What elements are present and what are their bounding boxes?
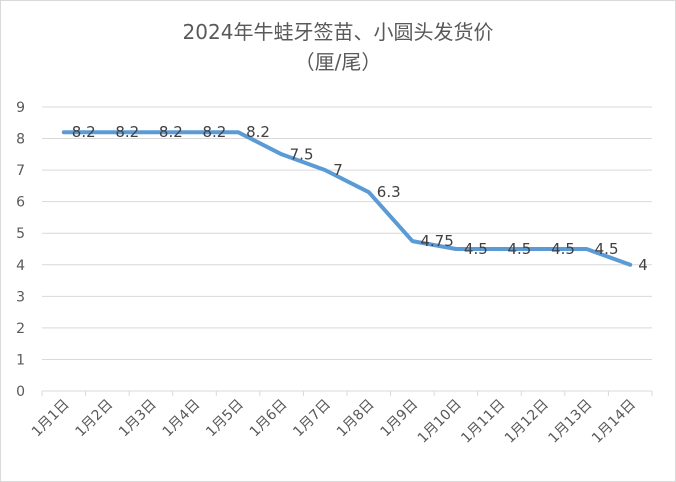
y-axis-ticks: 0 1 2 3 4 5 6 7 8 9 (16, 100, 25, 400)
y-tick-label: 9 (16, 100, 25, 116)
data-label: 7 (333, 161, 343, 179)
data-label: 4.5 (551, 240, 575, 258)
data-label: 8.2 (115, 123, 139, 141)
gridlines (42, 106, 652, 360)
y-tick-label: 2 (16, 321, 25, 337)
price-series-line (61, 130, 633, 267)
x-tick-label: 1月11日 (458, 397, 508, 447)
x-tick-label: 1月14日 (589, 397, 639, 447)
x-tick-label: 1月5日 (203, 397, 247, 441)
data-label: 8.2 (246, 123, 270, 141)
y-tick-label: 6 (16, 195, 25, 211)
x-axis-ticks: 1月1日 1月2日 1月3日 1月4日 1月5日 1月6日 1月7日 1月8日 1月9日1月10… (29, 391, 653, 447)
y-tick-label: 1 (16, 352, 25, 368)
y-tick-label: 3 (16, 289, 25, 305)
data-label: 8.2 (159, 123, 183, 141)
y-tick-label: 8 (16, 132, 25, 148)
chart-title: 2024年牛蛙牙签苗、小圆头发货价 (182, 20, 494, 44)
data-labels: 8.2 8.2 8.2 8.2 8.2 7.5 7 6.3 4.75 4.5 4.5 4.5 4.5 4 (72, 123, 648, 274)
x-tick-label: 1月10日 (415, 397, 465, 447)
x-tick-label: 1月2日 (72, 397, 116, 441)
data-label: 8.2 (72, 123, 96, 141)
data-label: 6.3 (377, 183, 401, 201)
y-tick-label: 4 (16, 258, 25, 274)
y-tick-label: 0 (16, 384, 25, 400)
x-tick-label: 1月8日 (334, 397, 378, 441)
y-tick-label: 7 (16, 163, 25, 179)
x-tick-label: 1月4日 (160, 397, 204, 441)
x-tick-label: 1月1日 (29, 397, 73, 441)
x-tick-label: 1月3日 (116, 397, 160, 441)
x-tick-label: 1月9日 (377, 397, 421, 441)
data-label: 4.75 (420, 232, 453, 250)
data-label: 7.5 (290, 145, 314, 163)
data-label: 4.5 (595, 240, 619, 258)
data-label: 8.2 (203, 123, 227, 141)
x-tick-label: 1月13日 (545, 397, 595, 447)
y-tick-label: 5 (16, 226, 25, 242)
x-tick-label: 1月12日 (502, 397, 552, 447)
chart-unit-subtitle: （厘/尾） (294, 50, 382, 74)
x-tick-label: 1月6日 (247, 397, 291, 441)
data-label: 4 (638, 256, 648, 274)
data-label: 4.5 (508, 240, 532, 258)
x-tick-label: 1月7日 (290, 397, 334, 441)
data-label: 4.5 (464, 240, 488, 258)
